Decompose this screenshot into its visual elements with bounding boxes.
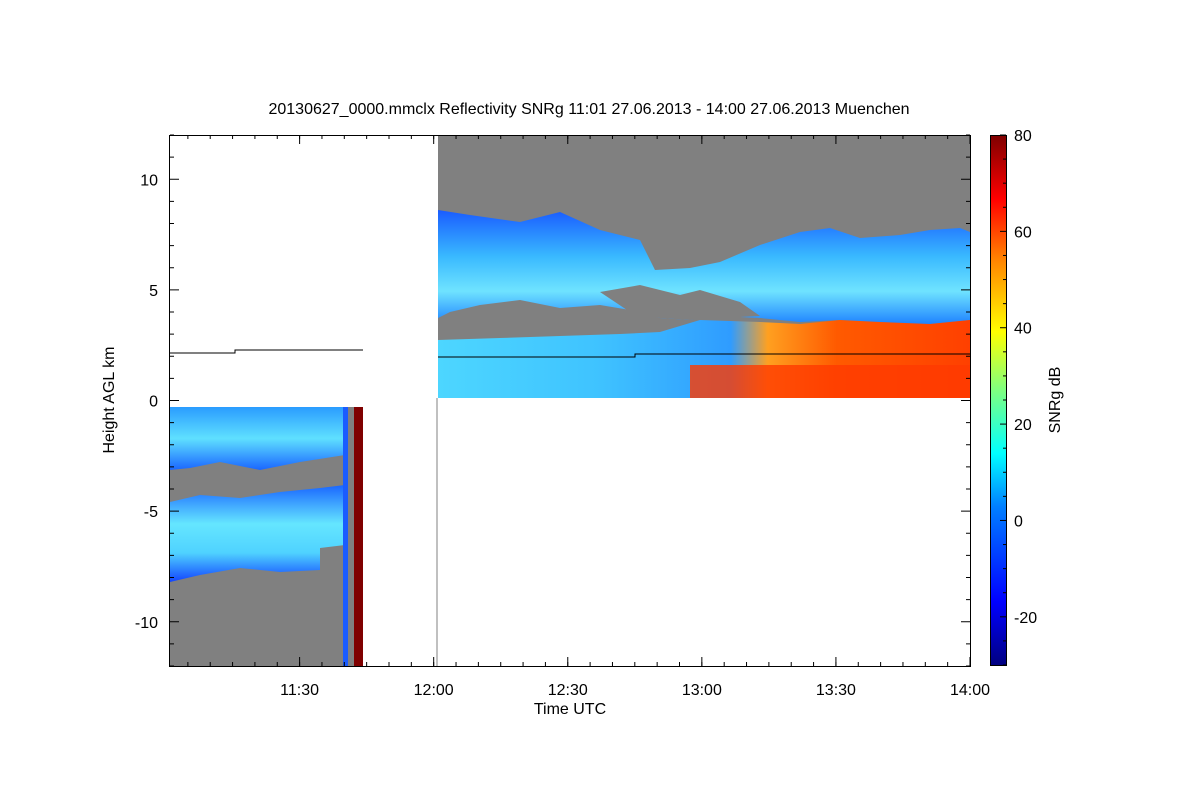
left-upper-cloud [170,407,345,470]
y-axis: 10 5 0 -5 -10 [135,134,970,667]
y-tick-label: 5 [149,283,158,300]
y-tick-label: 0 [149,394,158,411]
boundary-layer-hot [690,365,970,398]
x-axis: 11:30 12:00 12:30 13:00 13:30 14:00 [187,135,990,699]
y-tick-label: -5 [144,504,158,521]
x-tick-label: 11:30 [280,682,319,699]
x-tick-label: 13:30 [816,682,856,699]
plot-frame [169,135,971,667]
colorbar [990,135,1007,666]
y-tick-label: 10 [140,172,158,189]
colorbar-ticks: 80 60 40 20 0 -20 [1000,128,1037,666]
x-tick-label: 13:00 [682,682,722,699]
x-tick-label: 12:00 [414,682,454,699]
plot-area [170,135,970,666]
colorbar-tick-label: 40 [1014,321,1032,338]
chart-title: 20130627_0000.mmclx Reflectivity SNRg 11… [268,101,909,118]
x-tick-label: 14:00 [950,682,990,699]
overlay-line-segment-1 [170,349,363,354]
upper-cloud-layer [438,210,970,326]
colorbar-label: SNRg dB [1047,367,1064,434]
x-axis-label: Time UTC [534,701,606,718]
left-blue-band [343,407,348,666]
upper-cloud-gap [600,285,760,320]
y-tick-label: -10 [135,615,158,632]
left-lower-cloud [170,485,345,582]
left-red-band [354,407,363,666]
colorbar-tick-label: 20 [1014,417,1032,434]
y-axis-label: Height AGL km [101,346,118,453]
colorbar-tick-label: -20 [1014,610,1037,627]
colorbar-tick-label: 60 [1014,224,1032,241]
x-tick-label: 12:30 [548,682,588,699]
overlay-line-segment-2 [438,353,970,358]
colorbar-tick-label: 0 [1014,513,1023,530]
colorbar-tick-label: 80 [1014,128,1032,145]
